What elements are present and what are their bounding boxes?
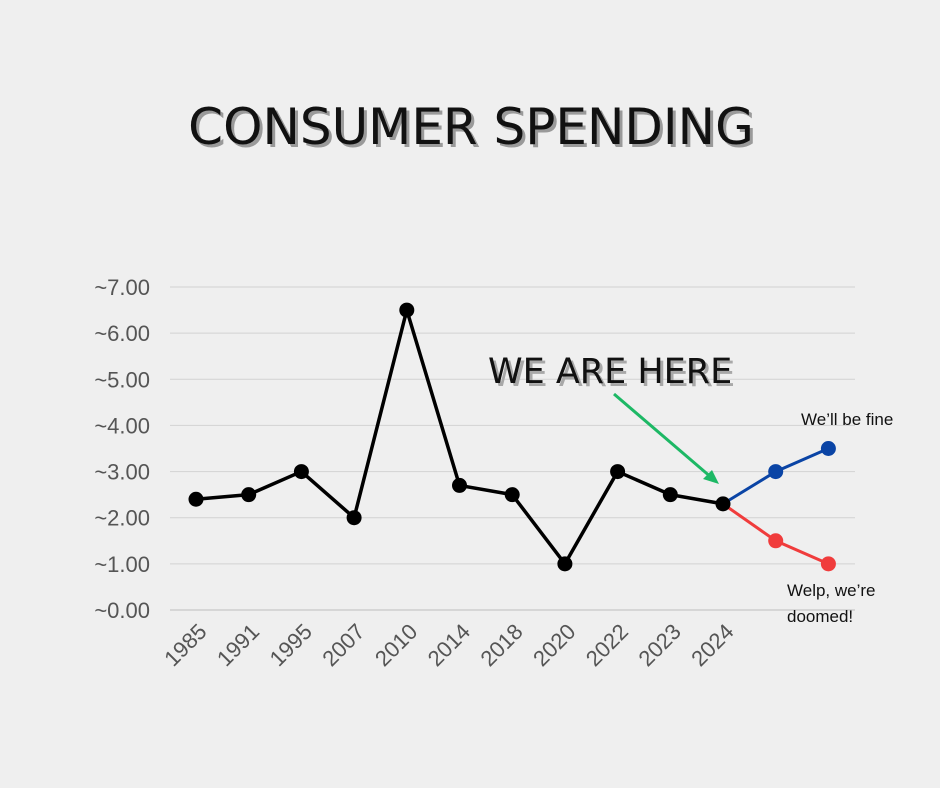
x-tick-label: 2010: [370, 619, 422, 671]
x-tick-label: 2022: [581, 619, 633, 671]
data-point: [399, 302, 415, 318]
projection-label-doomed-line-1: Welp, we’re: [787, 581, 876, 600]
y-tick-label: ~3.00: [94, 460, 150, 485]
projection-point: [768, 533, 784, 549]
projection-labels: We’ll be fine Welp, we’re doomed!: [787, 410, 893, 626]
projection-point: [820, 441, 836, 456]
x-tick-label: 1995: [265, 619, 317, 671]
y-tick-label: ~6.00: [94, 321, 150, 346]
data-point: [241, 487, 257, 503]
x-tick-label: 2020: [528, 619, 580, 671]
y-tick-label: ~4.00: [94, 413, 150, 438]
x-tick-label: 1985: [159, 619, 211, 671]
x-tick-label: 1991: [212, 619, 264, 671]
data-point: [610, 464, 626, 480]
callout-shadow: WE ARE HERE: [491, 355, 735, 395]
y-tick-label: ~5.00: [94, 367, 150, 392]
y-tick-label: ~7.00: [94, 275, 150, 300]
data-point: [715, 496, 731, 512]
y-tick-label: ~0.00: [94, 598, 150, 623]
data-point: [662, 487, 678, 503]
series-lines: [195, 308, 830, 566]
callout-arrow-head: [703, 470, 719, 484]
x-tick-label: 2007: [317, 619, 369, 671]
grid: [170, 286, 855, 611]
chart-title-group: CONSUMER SPENDING CONSUMER SPENDING: [188, 98, 757, 159]
y-axis-ticks: ~0.00 ~1.00 ~2.00 ~3.00 ~4.00 ~5.00 ~6.00 ~7.00: [94, 275, 150, 623]
projection-label-doomed-line-2: doomed!: [787, 607, 853, 626]
projection-label-fine: We’ll be fine: [801, 410, 893, 429]
y-tick-label: ~2.00: [94, 506, 150, 531]
y-tick-label: ~1.00: [94, 552, 150, 577]
series-line: [195, 308, 724, 566]
data-point: [504, 487, 520, 503]
chart-title: CONSUMER SPENDING: [188, 98, 754, 156]
x-tick-label: 2024: [686, 619, 738, 671]
x-tick-label: 2023: [634, 619, 686, 671]
data-point: [452, 477, 467, 493]
x-tick-label: 2014: [423, 619, 475, 671]
projection-point: [820, 556, 836, 572]
data-point: [293, 464, 309, 480]
projection-point: [768, 464, 784, 480]
annotation-group: WE ARE HERE WE ARE HERE: [488, 352, 735, 484]
x-axis-ticks: 1985 1991 1995 2007 2010 2014 2018 2020 2022 2023…: [159, 619, 738, 671]
series-points: [188, 302, 836, 572]
data-point: [188, 491, 204, 507]
x-tick-label: 2018: [475, 619, 527, 671]
data-point: [557, 556, 573, 572]
chart-title-shadow: CONSUMER SPENDING: [191, 101, 757, 159]
callout-text: WE ARE HERE: [488, 352, 732, 392]
callout-arrow-line: [613, 392, 713, 480]
data-point: [346, 510, 362, 526]
projection-label-doomed: Welp, we’re doomed!: [787, 581, 880, 626]
